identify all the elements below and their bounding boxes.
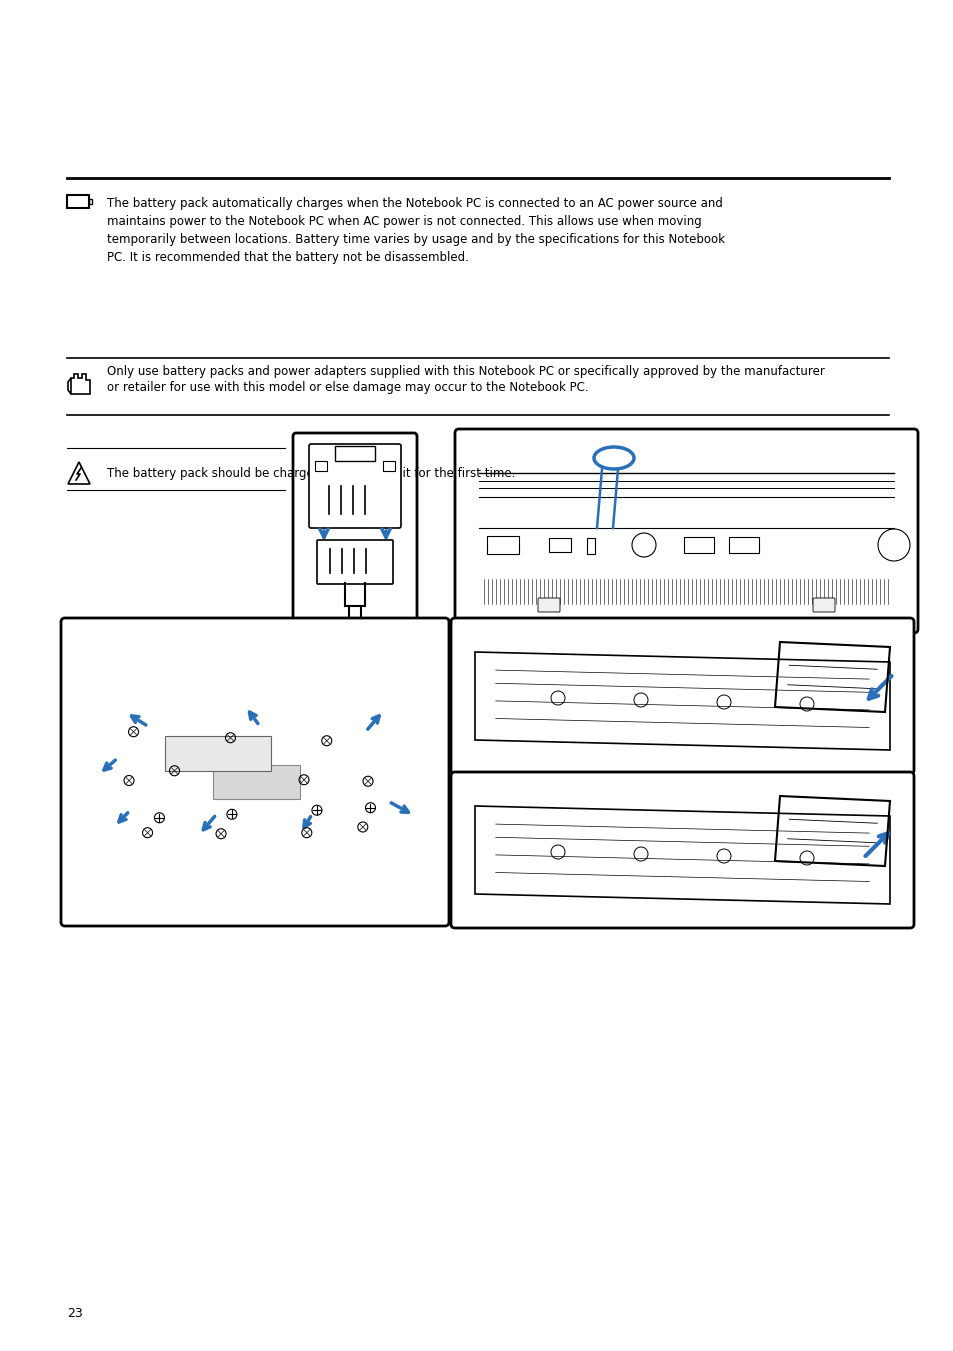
FancyBboxPatch shape <box>451 617 913 774</box>
Text: PC. It is recommended that the battery not be disassembled.: PC. It is recommended that the battery n… <box>107 251 468 263</box>
FancyBboxPatch shape <box>537 598 559 612</box>
FancyBboxPatch shape <box>213 765 300 800</box>
Ellipse shape <box>594 447 634 469</box>
FancyBboxPatch shape <box>812 598 834 612</box>
Text: 23: 23 <box>67 1306 83 1320</box>
Text: Only use battery packs and power adapters supplied with this Notebook PC or spec: Only use battery packs and power adapter… <box>107 365 824 378</box>
FancyBboxPatch shape <box>61 617 449 925</box>
FancyBboxPatch shape <box>728 536 759 553</box>
Text: The battery pack automatically charges when the Notebook PC is connected to an A: The battery pack automatically charges w… <box>107 197 722 209</box>
FancyBboxPatch shape <box>316 540 393 584</box>
Text: temporarily between locations. Battery time varies by usage and by the specifica: temporarily between locations. Battery t… <box>107 232 724 246</box>
Text: or retailer for use with this model or else damage may occur to the Notebook PC.: or retailer for use with this model or e… <box>107 381 588 394</box>
FancyBboxPatch shape <box>67 195 89 208</box>
FancyBboxPatch shape <box>165 736 272 771</box>
FancyBboxPatch shape <box>314 461 327 471</box>
Text: The battery pack should be charged before using it for the first time.: The battery pack should be charged befor… <box>107 467 515 480</box>
FancyBboxPatch shape <box>548 538 571 553</box>
Text: maintains power to the Notebook PC when AC power is not connected. This allows u: maintains power to the Notebook PC when … <box>107 215 701 228</box>
FancyBboxPatch shape <box>335 446 375 461</box>
FancyBboxPatch shape <box>683 536 713 553</box>
FancyBboxPatch shape <box>382 461 395 471</box>
FancyBboxPatch shape <box>486 536 518 554</box>
FancyBboxPatch shape <box>451 771 913 928</box>
FancyBboxPatch shape <box>309 444 400 528</box>
FancyBboxPatch shape <box>455 430 917 634</box>
FancyBboxPatch shape <box>293 434 416 630</box>
FancyBboxPatch shape <box>89 199 91 204</box>
FancyBboxPatch shape <box>586 538 595 554</box>
